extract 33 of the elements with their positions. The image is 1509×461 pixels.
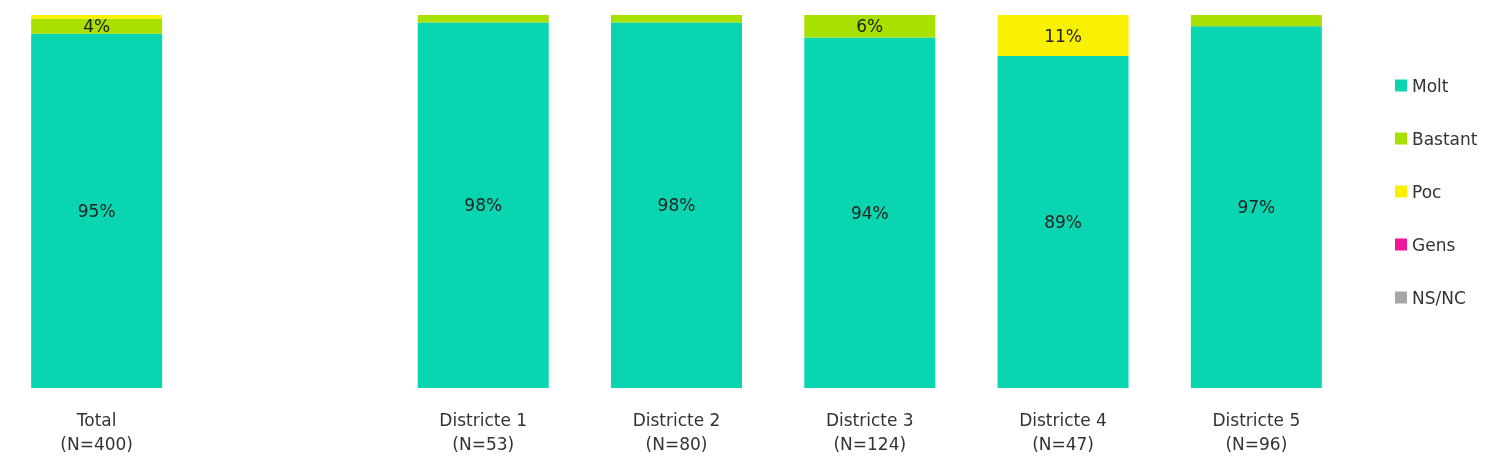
data-label: 94%: [850, 202, 889, 223]
data-label: 11%: [1044, 25, 1082, 46]
legend-label: Gens: [1412, 234, 1456, 255]
bar: [31, 15, 163, 19]
data-label: 98%: [657, 195, 696, 216]
bar: [1190, 26, 1322, 388]
bar: [417, 15, 549, 23]
x-tick-label: Districte 5 (N=96): [1212, 410, 1301, 454]
x-tick-label: Districte 4 (N=47): [1019, 410, 1107, 454]
bar: [611, 22, 742, 388]
bar: [611, 15, 742, 23]
data-label: 95%: [77, 200, 116, 221]
x-tick-label: Districte 2 (N=80): [632, 410, 721, 454]
data-label: 4%: [83, 16, 111, 37]
legend-label: Bastant: [1412, 128, 1478, 149]
bar: [1190, 15, 1322, 27]
bar: [31, 18, 163, 34]
bar: [997, 15, 1129, 57]
bar: [804, 15, 936, 38]
bar: [804, 37, 936, 388]
legend-label: Poc: [1412, 181, 1442, 202]
bar: [31, 33, 163, 388]
data-label: 97%: [1237, 197, 1276, 218]
data-label: 89%: [1044, 212, 1082, 233]
x-tick-label: Districte 1 (N=53): [439, 410, 528, 454]
bar: [417, 22, 549, 388]
x-tick-label: Districte 3 (N=124): [825, 410, 914, 454]
legend-label: Molt: [1412, 75, 1449, 96]
data-label: 98%: [464, 195, 503, 216]
x-tick-label: Total (N=400): [60, 410, 133, 454]
data-label: 6%: [856, 16, 884, 37]
bar: [997, 56, 1129, 388]
legend-label: NS/NC: [1412, 287, 1466, 308]
